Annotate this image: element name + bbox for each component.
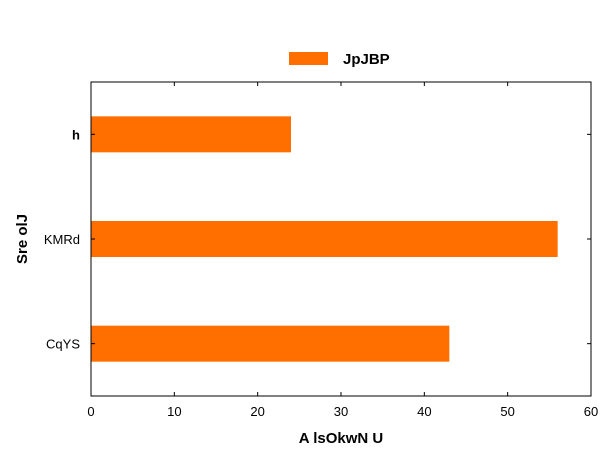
x-tick-label: 10: [167, 404, 181, 419]
x-axis-title: A lsOkwN U: [299, 430, 383, 447]
legend-label: JpJBP: [343, 51, 390, 68]
y-axis-title: Sre olJ: [14, 214, 31, 264]
x-tick-label: 50: [500, 404, 514, 419]
y-category-label: h: [72, 127, 80, 142]
y-category-label: KMRd: [44, 232, 80, 247]
y-axis-categories: h KMRd CqYS: [44, 127, 591, 352]
bar-kmrd: [91, 221, 558, 257]
legend-swatch: [289, 52, 328, 65]
x-tick-label: 20: [250, 404, 264, 419]
x-tick-label: 60: [584, 404, 598, 419]
x-tick-label: 30: [334, 404, 348, 419]
x-axis-ticks: 0 10 20 30 40 50 60: [87, 82, 598, 419]
x-tick-label: 0: [87, 404, 94, 419]
x-tick-label: 40: [417, 404, 431, 419]
y-category-label: CqYS: [46, 337, 80, 352]
bar-cqys: [91, 325, 450, 362]
bars: [91, 116, 558, 362]
legend: JpJBP: [289, 51, 390, 68]
bar-h: [91, 116, 291, 153]
